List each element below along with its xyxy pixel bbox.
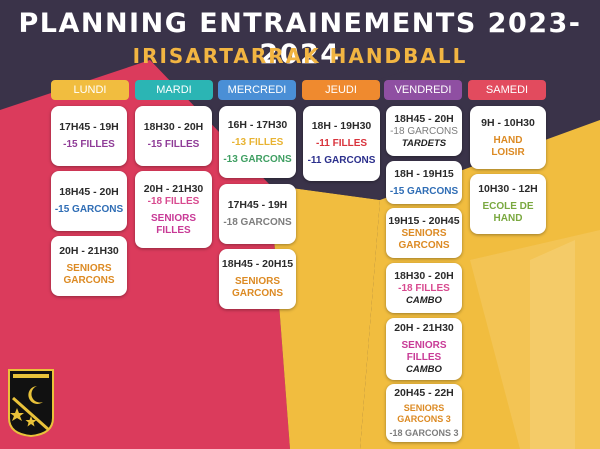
session-time: 19H15 - 20H45 — [388, 214, 460, 227]
session-card: 18H45 - 20H -15 GARCONS — [51, 171, 127, 231]
session-time: 9H - 10H30 — [481, 116, 535, 129]
session-group: ECOLE DE — [482, 201, 534, 212]
session-group: GARCONS — [398, 239, 450, 251]
session-group: -13 GARCONS — [223, 153, 292, 165]
session-card: 17H45 - 19H -18 GARCONS — [219, 184, 296, 244]
session-card: 20H - 21H30 -18 FILLES SENIORS FILLES — [135, 171, 212, 248]
session-group: -15 FILLES — [147, 139, 200, 150]
session-card: 16H - 17H30 -13 FILLES -13 GARCONS — [219, 106, 296, 178]
session-card: 18H - 19H30 -11 FILLES -11 GARCONS — [303, 106, 380, 181]
session-card: 19H15 - 20H45 SENIORS GARCONS — [386, 208, 462, 258]
session-group: FILLES — [156, 224, 191, 236]
session-card: 20H - 21H30 SENIORS FILLES CAMBO — [386, 318, 462, 380]
page-title: PLANNING ENTRAINEMENTS 2023-2024 — [18, 8, 582, 70]
session-time: 18H - 19H30 — [311, 120, 372, 132]
session-location: TARDETS — [401, 137, 447, 149]
session-group: -15 GARCONS — [54, 204, 124, 215]
session-card: 20H45 - 22H SENIORS GARCONS 3 -18 GARCON… — [386, 384, 462, 442]
session-group: -15 GARCONS — [389, 185, 459, 197]
day-header-jeudi: JEUDI — [302, 80, 380, 100]
day-header-mardi: MARDI — [135, 80, 213, 100]
session-group: -18 FILLES — [398, 282, 450, 294]
day-header-lundi: LUNDI — [51, 80, 129, 100]
club-logo — [8, 369, 54, 438]
session-card: 18H - 19H15 -15 GARCONS — [386, 161, 462, 204]
session-location: CAMBO — [406, 294, 442, 306]
session-time: 18H45 - 20H — [394, 112, 454, 125]
session-time: 20H - 21H30 — [143, 182, 204, 195]
session-card: 20H - 21H30 SENIORS GARCONS — [51, 236, 127, 296]
session-group: GARCONS — [231, 288, 284, 299]
session-group: -11 GARCONS — [307, 155, 376, 166]
session-time: 16H - 17H30 — [227, 118, 288, 131]
session-group: -18 FILLES — [147, 195, 200, 207]
session-time: 18H45 - 20H — [59, 186, 119, 198]
session-group: GARCONS 3 — [397, 414, 451, 424]
session-group: -11 FILLES — [315, 138, 368, 149]
club-name: IRISARTARRAK HANDBALL — [132, 44, 468, 68]
session-time: 20H - 21H30 — [394, 322, 454, 334]
day-header-mercredi: MERCREDI — [218, 80, 296, 100]
session-group: SENIORS — [401, 227, 447, 239]
session-group: LOISIR — [491, 146, 525, 158]
session-group: -18 GARCONS — [390, 125, 458, 137]
session-card: 10H30 - 12H ECOLE DE HAND — [470, 174, 546, 234]
session-time: 17H45 - 19H — [227, 199, 288, 211]
session-time: 18H - 19H15 — [394, 167, 454, 180]
session-group: -18 GARCONS — [223, 217, 292, 228]
session-group: -18 GARCONS 3 — [389, 428, 459, 438]
session-group: SENIORS — [403, 403, 445, 413]
session-group: FILLES — [406, 352, 442, 363]
session-time: 18H45 - 20H15 — [221, 258, 294, 270]
session-card: 9H - 10H30 HAND LOISIR — [470, 106, 546, 169]
session-card: 18H30 - 20H -18 FILLES CAMBO — [386, 263, 462, 313]
session-group: -15 FILLES — [63, 139, 115, 150]
session-group: SENIORS — [401, 340, 447, 351]
session-group: SENIORS — [150, 212, 196, 224]
session-time: 18H30 - 20H — [394, 269, 454, 282]
session-time: 18H30 - 20H — [143, 121, 204, 133]
session-card: 18H30 - 20H -15 FILLES — [135, 106, 212, 166]
session-card: 18H45 - 20H15 SENIORS GARCONS — [219, 249, 296, 309]
session-group: HAND — [493, 134, 523, 146]
session-time: 10H30 - 12H — [478, 183, 538, 195]
session-time: 20H45 - 22H — [394, 387, 454, 399]
session-group: SENIORS — [66, 263, 112, 274]
day-header-vendredi: VENDREDI — [384, 80, 462, 100]
session-card: 17H45 - 19H -15 FILLES — [51, 106, 127, 166]
session-group: HAND — [493, 213, 523, 224]
session-card: 18H45 - 20H -18 GARCONS TARDETS — [386, 106, 462, 156]
session-time: 17H45 - 19H — [59, 121, 119, 133]
session-group: SENIORS — [234, 276, 280, 287]
session-group: GARCONS — [63, 275, 115, 286]
session-group: -13 FILLES — [231, 136, 284, 148]
session-location: CAMBO — [406, 364, 442, 375]
day-header-samedi: SAMEDI — [468, 80, 546, 100]
session-time: 20H - 21H30 — [59, 245, 119, 257]
